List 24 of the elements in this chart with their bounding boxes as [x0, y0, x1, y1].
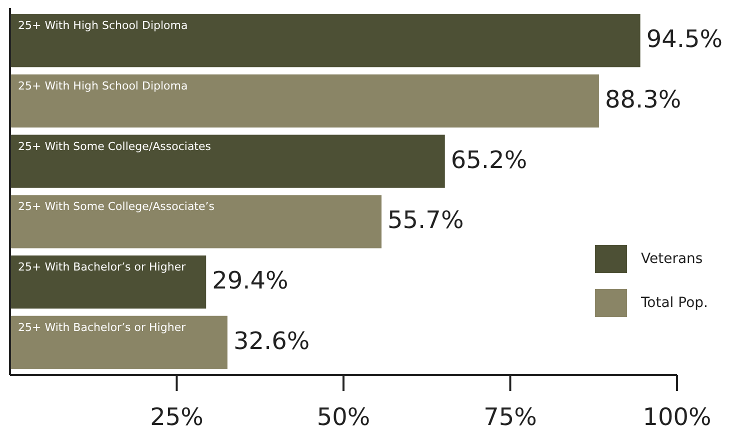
data-label: 94.5% — [646, 25, 723, 54]
x-tick-label: 25% — [150, 403, 204, 431]
data-label: 65.2% — [450, 146, 528, 174]
data-label: 29.4% — [212, 266, 288, 295]
y-tick-label: 25+ With Bachelor’s or Higher — [18, 320, 186, 334]
y-tick-label: 25+ With Some College/Associates — [18, 140, 212, 153]
data-label: 88.3% — [604, 86, 682, 114]
data-label: 55.7% — [388, 206, 464, 234]
bar — [10, 195, 382, 248]
bar — [10, 14, 640, 68]
bar — [10, 134, 445, 188]
bar — [10, 74, 599, 128]
bar — [10, 255, 206, 309]
x-tick-label: 50% — [316, 403, 370, 431]
bar — [10, 316, 228, 369]
y-tick-label: 25+ With High School Diploma — [18, 19, 188, 32]
data-label: 32.6% — [233, 326, 310, 355]
x-tick-label: 100% — [642, 403, 712, 431]
y-tick-label: 25+ With Some College/Associate’s — [18, 200, 215, 214]
x-tick-label: 75% — [484, 403, 537, 431]
y-tick-label: 25+ With High School Diploma — [18, 79, 188, 92]
legend-label: Veterans — [641, 250, 703, 267]
legend-label: Total Pop. — [640, 294, 708, 311]
y-tick-label: 25+ With Bachelor’s or Higher — [18, 260, 186, 274]
